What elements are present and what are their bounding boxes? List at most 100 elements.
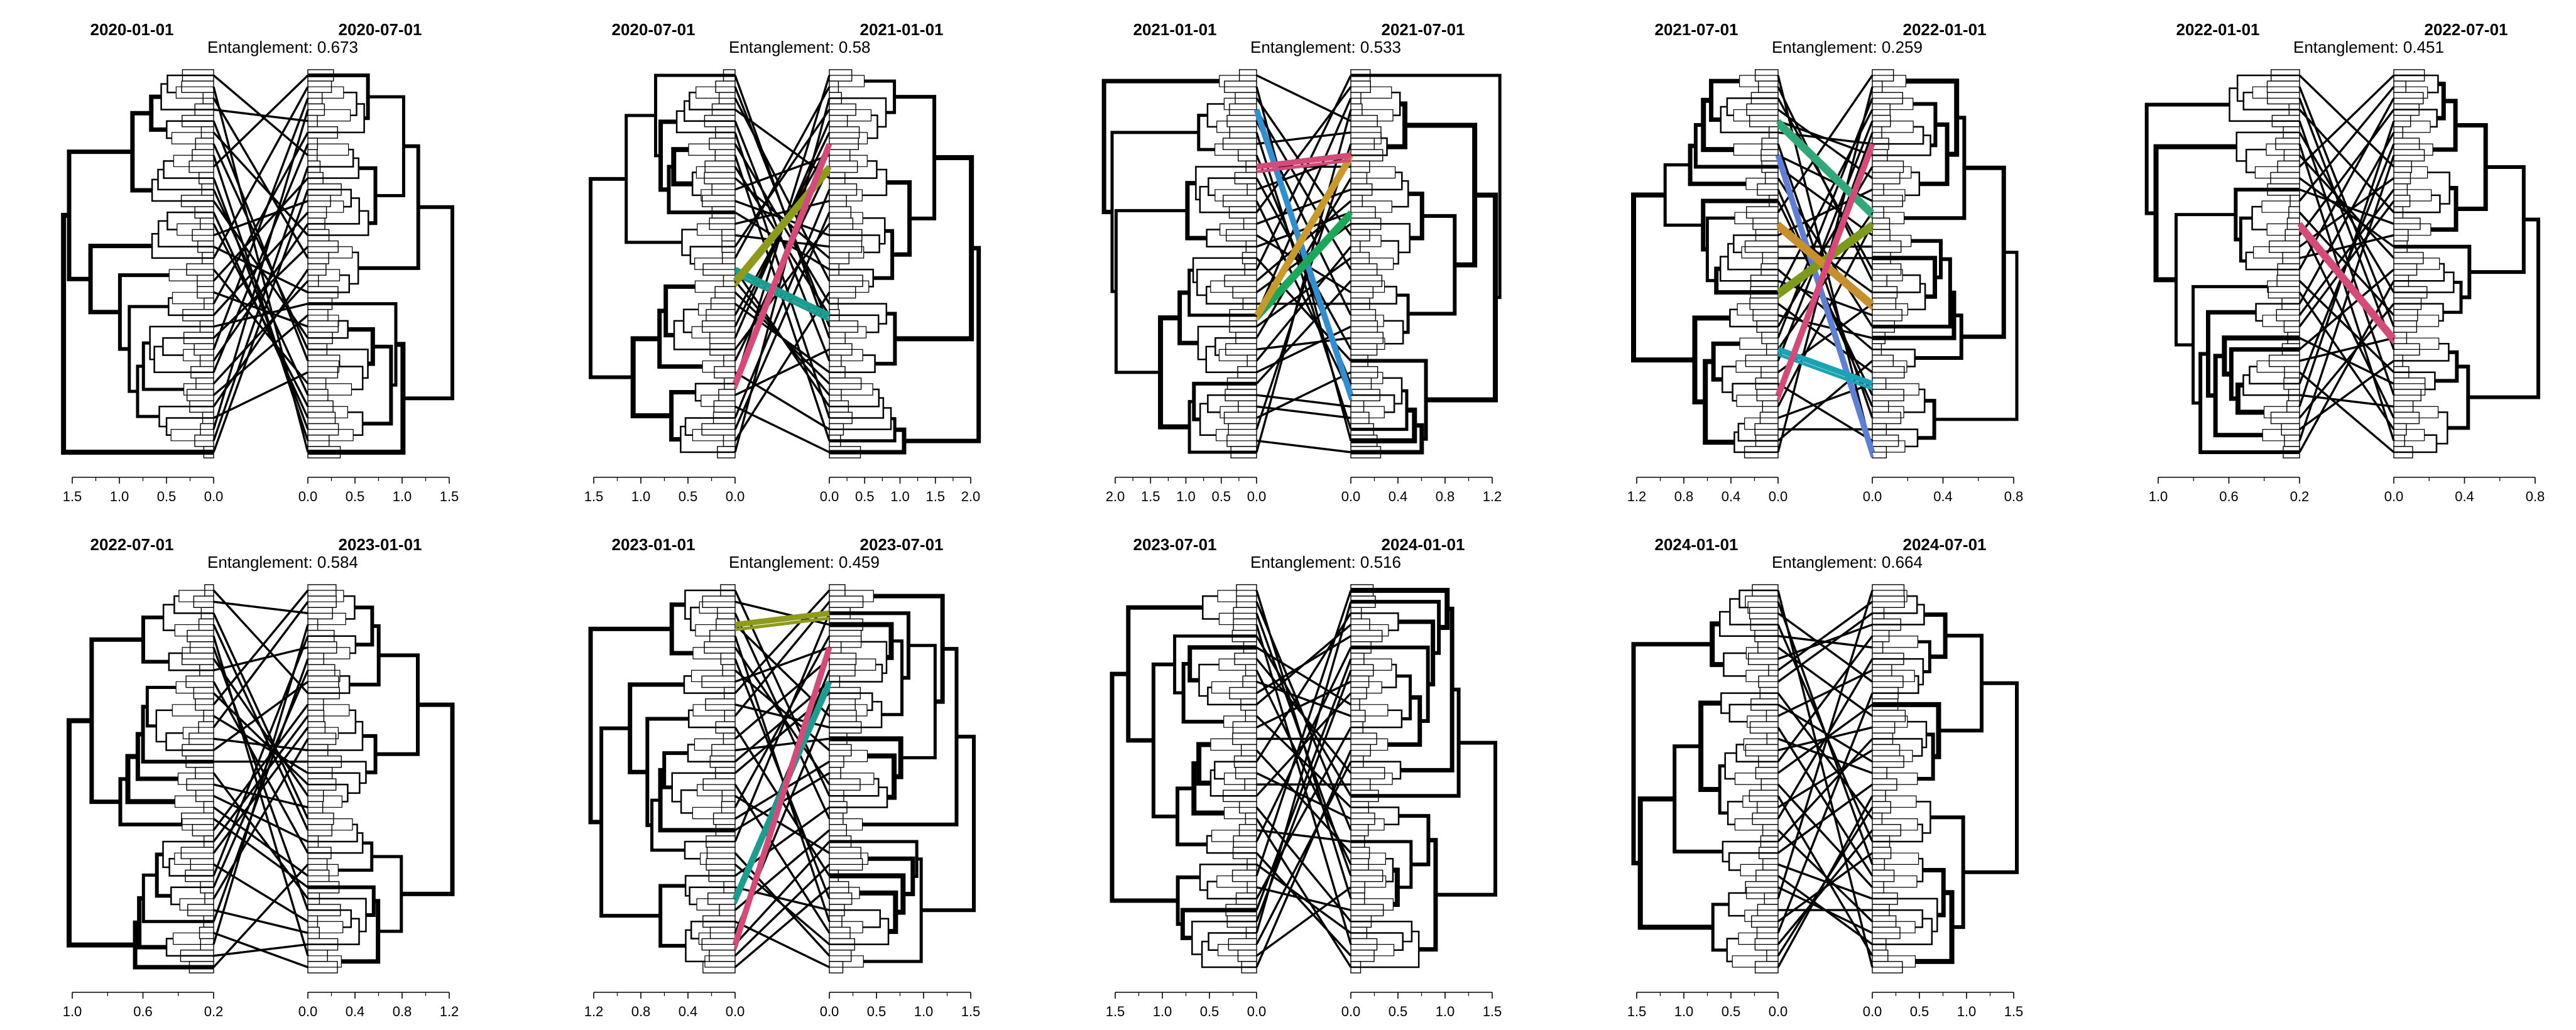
connecting-line xyxy=(212,280,309,385)
dendrogram-branch xyxy=(829,749,868,762)
dendrogram-branch xyxy=(1934,251,2019,421)
dendrogram-branch xyxy=(128,305,169,393)
right-tree-label: 2024-01-01 xyxy=(1382,535,1465,554)
connecting-line xyxy=(2298,143,2395,442)
dendrogram-branch xyxy=(671,772,735,803)
dendrogram-branch xyxy=(308,772,361,794)
connecting-line xyxy=(213,681,308,751)
dendrogram-branch xyxy=(1351,612,1399,631)
dendrogram-branch xyxy=(829,189,863,202)
connecting-line xyxy=(212,589,309,705)
dendrogram-branch xyxy=(1872,134,1931,156)
connecting-line xyxy=(212,189,309,453)
dendrogram-branch xyxy=(1734,212,1778,224)
left-tree-label: 2021-07-01 xyxy=(1655,20,1738,39)
dendrogram-branch xyxy=(829,97,887,128)
right-axis-tick-label: 1.0 xyxy=(1957,1004,1977,1019)
connecting-line xyxy=(213,909,308,935)
connecting-line xyxy=(212,97,309,350)
connecting-line xyxy=(1777,693,1874,934)
highlighted-connecting-line xyxy=(734,273,831,322)
dendrogram-branch xyxy=(1872,897,1938,933)
left-axis-tick-label: 0.0 xyxy=(1769,1004,1788,1019)
left-axis-tick-label: 0.6 xyxy=(133,1004,153,1019)
dendrogram-branch xyxy=(1351,658,1392,671)
connecting-line xyxy=(1255,200,1352,396)
dendrogram-branch xyxy=(1872,126,1924,145)
dendrogram-branch xyxy=(829,75,865,87)
connecting-line xyxy=(213,818,308,889)
connecting-line xyxy=(2298,371,2395,453)
connecting-line xyxy=(212,212,309,316)
connecting-line xyxy=(1255,818,1352,968)
dendrogram-branch xyxy=(1710,621,1724,668)
connecting-line xyxy=(2298,121,2395,407)
dendrogram-branch xyxy=(1187,268,1257,317)
dendrogram-branch xyxy=(685,929,705,963)
right-tree-label: 2024-07-01 xyxy=(1903,535,1987,554)
dendrogram-branch xyxy=(671,147,693,187)
dendrogram-branch xyxy=(1872,303,1908,316)
dendrogram-branch xyxy=(339,366,364,391)
dendrogram-branch xyxy=(694,382,735,402)
dendrogram-branch xyxy=(1405,122,1478,268)
connecting-line xyxy=(1777,738,1874,843)
highlighted-connecting-line xyxy=(1253,109,1354,396)
dendrogram-branch xyxy=(868,856,915,897)
dendrogram-branch xyxy=(1734,772,1778,785)
dendrogram-branch xyxy=(1872,818,1918,831)
dendrogram-branch xyxy=(308,635,357,654)
right-axis-tick-label: 0.4 xyxy=(1389,489,1408,504)
dendrogram-branch xyxy=(829,887,860,899)
dendrogram-branch xyxy=(1419,838,1438,952)
dendrogram-branch xyxy=(1637,796,1713,930)
connecting-line xyxy=(2298,86,2395,202)
dendrogram-branch xyxy=(1726,97,1778,116)
dendrogram-branch xyxy=(2235,382,2264,415)
dendrogram-branch xyxy=(829,778,880,797)
connecting-line xyxy=(1255,601,1352,933)
dendrogram-branch xyxy=(1923,867,1946,918)
dendrogram-branch xyxy=(363,734,378,774)
dendrogram-branch xyxy=(658,884,686,948)
connecting-line xyxy=(2298,74,2395,168)
dendrogram-branch xyxy=(1351,372,1384,384)
dendrogram-branch xyxy=(349,251,359,285)
dendrogram-branch xyxy=(1381,240,1400,265)
dendrogram-branch xyxy=(2394,223,2431,236)
dendrogram-branch xyxy=(308,885,376,918)
dendrogram-branch xyxy=(1872,383,1919,396)
right-axis-tick-label: 0.8 xyxy=(1436,489,1455,504)
dendrogram-branch xyxy=(1711,341,1740,382)
dendrogram-branch xyxy=(1919,122,1950,187)
connecting-line xyxy=(212,154,309,442)
dendrogram-branch xyxy=(1173,634,1257,695)
dendrogram-branch xyxy=(308,429,354,442)
dendrogram-branch xyxy=(2144,102,2230,215)
connecting-line xyxy=(212,223,309,362)
dendrogram-branch xyxy=(2262,429,2300,442)
connecting-line xyxy=(1256,371,1351,419)
left-axis-tick-label: 1.5 xyxy=(1106,1004,1125,1019)
dendrogram-branch xyxy=(162,604,175,631)
dendrogram-branch xyxy=(308,720,364,751)
entanglement-score: Entanglement: 0.451 xyxy=(2293,38,2444,57)
highlighted-connecting-line xyxy=(1776,221,1874,295)
dendrogram-branch xyxy=(1351,389,1409,431)
connecting-line xyxy=(212,143,309,373)
dendrogram-branch xyxy=(1351,359,1428,441)
dendrogram-branch xyxy=(1916,801,1931,834)
dendrogram-branch xyxy=(658,119,677,192)
dendrogram-branch xyxy=(1961,165,2006,339)
connecting-line xyxy=(1255,143,1352,430)
right-axis-tick-label: 0.5 xyxy=(1910,1004,1929,1019)
connecting-line xyxy=(212,269,309,384)
dendrogram-branch xyxy=(1872,166,1912,179)
dendrogram-branch xyxy=(403,205,454,401)
left-axis-tick-label: 1.0 xyxy=(63,1004,82,1019)
dendrogram-branch xyxy=(2394,315,2440,327)
dendrogram-branch xyxy=(1703,359,1735,445)
left-axis-tick-label: 1.5 xyxy=(63,489,82,504)
connecting-line xyxy=(1256,440,1351,453)
